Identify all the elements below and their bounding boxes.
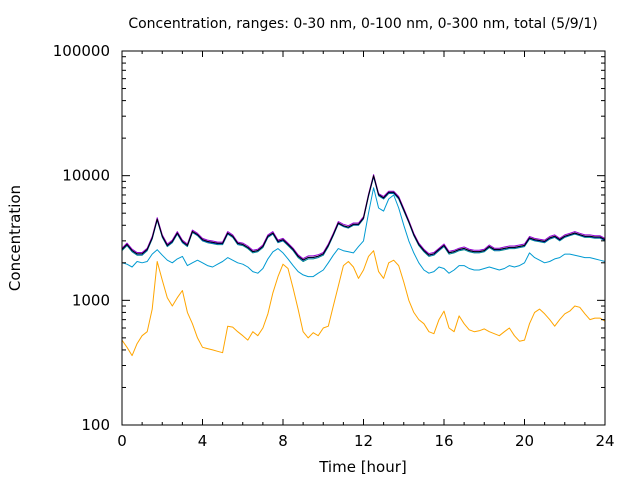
x-tick-label: 12 <box>354 432 373 450</box>
x-tick-label: 20 <box>515 432 534 450</box>
x-tick-label: 0 <box>117 432 127 450</box>
axis-layer: 0 4 8 12 16 20 24 100 1000 10000 100000 <box>53 42 615 450</box>
series-line-1 <box>121 250 606 357</box>
x-tick-label: 24 <box>595 432 614 450</box>
y-tick-label: 1000 <box>72 291 110 309</box>
series-line-6 <box>121 175 606 261</box>
x-axis-label: Time [hour] <box>318 458 407 476</box>
y-tick-label: 10000 <box>62 167 110 185</box>
x-tick-label: 16 <box>434 432 453 450</box>
x-tick-label: 8 <box>278 432 288 450</box>
series-layer <box>121 174 606 357</box>
chart-title: Concentration, ranges: 0-30 nm, 0-100 nm… <box>128 16 597 32</box>
x-tick-label: 4 <box>198 432 208 450</box>
y-axis-label: Concentration <box>6 185 24 291</box>
series-line-3 <box>121 176 606 262</box>
y-tick-label: 100 <box>81 416 110 434</box>
series-line-2 <box>121 187 606 278</box>
plot-frame <box>121 50 606 426</box>
y-tick-label: 100000 <box>53 42 110 60</box>
